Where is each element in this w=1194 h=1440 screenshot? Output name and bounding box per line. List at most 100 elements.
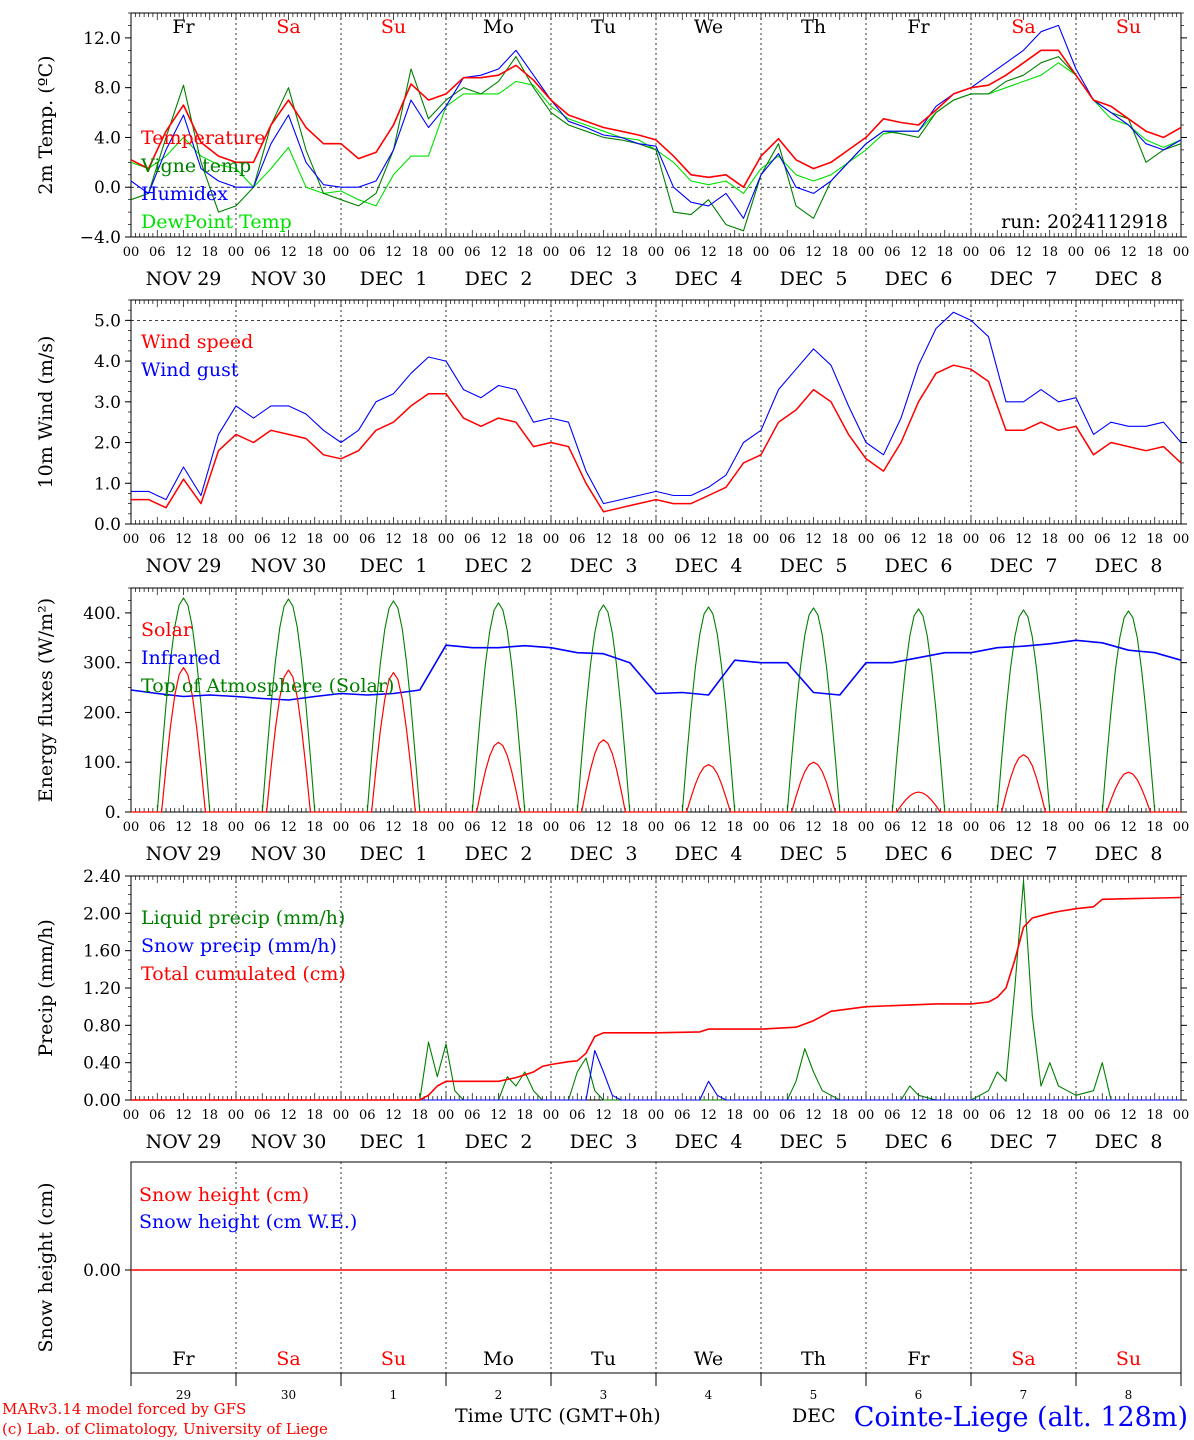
hour-tick-label: 18 [306,245,323,260]
hour-tick-label: 06 [569,820,586,835]
hour-tick-label: 12 [700,532,717,547]
hour-tick-label: 06 [149,245,166,260]
legend-entry: Temperature [141,127,265,149]
hour-tick-label: 06 [359,1108,376,1123]
y-tick-label: 5.0 [94,311,121,331]
hour-tick-label: 00 [648,820,665,835]
credit-line-1: MARv3.14 model forced by GFS [2,1400,247,1418]
day-name-label: Th [801,16,826,38]
hour-tick-label: 12 [1015,1108,1032,1123]
hour-tick-label: 06 [779,1108,796,1123]
hour-tick-label: 00 [228,245,245,260]
panel-4: 00 06 12 18 00 06 12 18 00 06 12 18 00 06 12 18 00 06 12 18… [35,867,1189,1153]
hour-tick-label: 06 [884,1108,901,1123]
date-label: DEC 5 [780,555,848,577]
series-line-gust [131,311,1182,505]
legend-entry: Top of Atmosphere (Solar) [141,675,394,697]
hour-tick-label: 00 [1173,820,1190,835]
y-tick-label: 1.60 [83,942,121,962]
hour-tick-label: 12 [175,532,192,547]
hour-tick-label: 12 [1120,532,1137,547]
day-number-label: 6 [915,1388,923,1402]
hour-tick-label: 06 [1094,1108,1111,1123]
hour-tick-label: 00 [333,820,350,835]
hour-tick-label: 18 [516,532,533,547]
hour-tick-label: 12 [175,245,192,260]
date-label: DEC 3 [570,555,638,577]
date-label: DEC 5 [780,843,848,865]
legend-entry: Snow height (cm) [139,1184,309,1206]
date-label: NOV 29 [146,268,222,290]
hour-tick-label: 06 [779,245,796,260]
hour-tick-label: 18 [1041,1108,1058,1123]
legend-entry: Infrared [141,647,221,669]
y-tick-label: 1.20 [83,979,121,999]
hour-tick-label: 12 [1015,820,1032,835]
hour-tick-label: 12 [280,532,297,547]
hour-tick-label: 06 [1094,532,1111,547]
hour-tick-label: 06 [254,1108,271,1123]
hour-tick-label: 06 [359,820,376,835]
legend-entry: Snow precip (mm/h) [141,935,337,957]
run-label: run: 2024112918 [1001,211,1168,233]
y-tick-label: 4.0 [94,352,121,372]
hour-tick-label: 06 [464,532,481,547]
hour-tick-label: 06 [149,1108,166,1123]
hour-tick-label: 06 [464,820,481,835]
hour-tick-label: 12 [280,820,297,835]
hour-tick-label: 06 [569,245,586,260]
hour-tick-label: 18 [831,532,848,547]
date-label: DEC 6 [885,843,953,865]
hour-tick-label: 00 [1068,820,1085,835]
date-label: DEC 8 [1095,268,1163,290]
hour-tick-label: 00 [963,532,980,547]
hour-tick-label: 06 [989,532,1006,547]
day-number-label: 4 [705,1388,713,1402]
hour-tick-label: 06 [359,532,376,547]
y-tick-label: 3.0 [94,393,121,413]
hour-tick-label: 12 [385,820,402,835]
hour-tick-label: 12 [1015,245,1032,260]
hour-tick-label: 18 [306,532,323,547]
hour-tick-label: 18 [1146,820,1163,835]
hour-tick-label: 06 [149,820,166,835]
hour-tick-label: 00 [333,532,350,547]
station-label: Cointe-Liege (alt. 128m) [853,1402,1188,1433]
date-label: NOV 30 [251,268,327,290]
date-label: DEC 3 [570,1131,638,1153]
hour-tick-label: 12 [910,245,927,260]
hour-tick-label: 00 [438,820,455,835]
panel-1: 00 06 12 18 00 06 12 18 00 06 12 18 00 06 12 18 00 06 12 18… [35,12,1189,290]
hour-tick-label: 18 [516,820,533,835]
hour-tick-label: 06 [989,820,1006,835]
hour-tick-label: 18 [936,245,953,260]
hour-tick-label: 12 [490,245,507,260]
hour-tick-label: 18 [516,1108,533,1123]
day-number-label: 3 [600,1388,608,1402]
hour-tick-label: 00 [858,245,875,260]
hour-tick-label: 18 [411,1108,428,1123]
hour-tick-label: 00 [1068,245,1085,260]
y-tick-label: 0.00 [83,1261,121,1281]
day-name-label: Su [1116,16,1141,38]
panel-5: 0.00 Snow height (cm) Snow height (cm) Snow… [35,1161,1187,1402]
date-label: DEC 5 [780,1131,848,1153]
date-label: DEC 7 [990,555,1058,577]
hour-tick-label: 12 [385,532,402,547]
hour-tick-label: 12 [175,820,192,835]
hour-tick-label: 12 [805,820,822,835]
date-label: DEC 1 [360,843,428,865]
hour-tick-label: 12 [175,1108,192,1123]
hour-tick-label: 18 [201,1108,218,1123]
day-name-label: Mo [483,16,514,38]
hour-tick-label: 18 [306,1108,323,1123]
legend-entry: Total cumulated (cm) [141,963,346,985]
hour-tick-label: 00 [228,532,245,547]
day-number-label: 1 [390,1388,398,1402]
hour-tick-label: 12 [490,532,507,547]
hour-tick-label: 18 [831,1108,848,1123]
legend-entry: Snow height (cm W.E.) [139,1211,357,1233]
hour-tick-label: 06 [464,245,481,260]
x-axis-label: Time UTC (GMT+0h) [455,1405,661,1427]
